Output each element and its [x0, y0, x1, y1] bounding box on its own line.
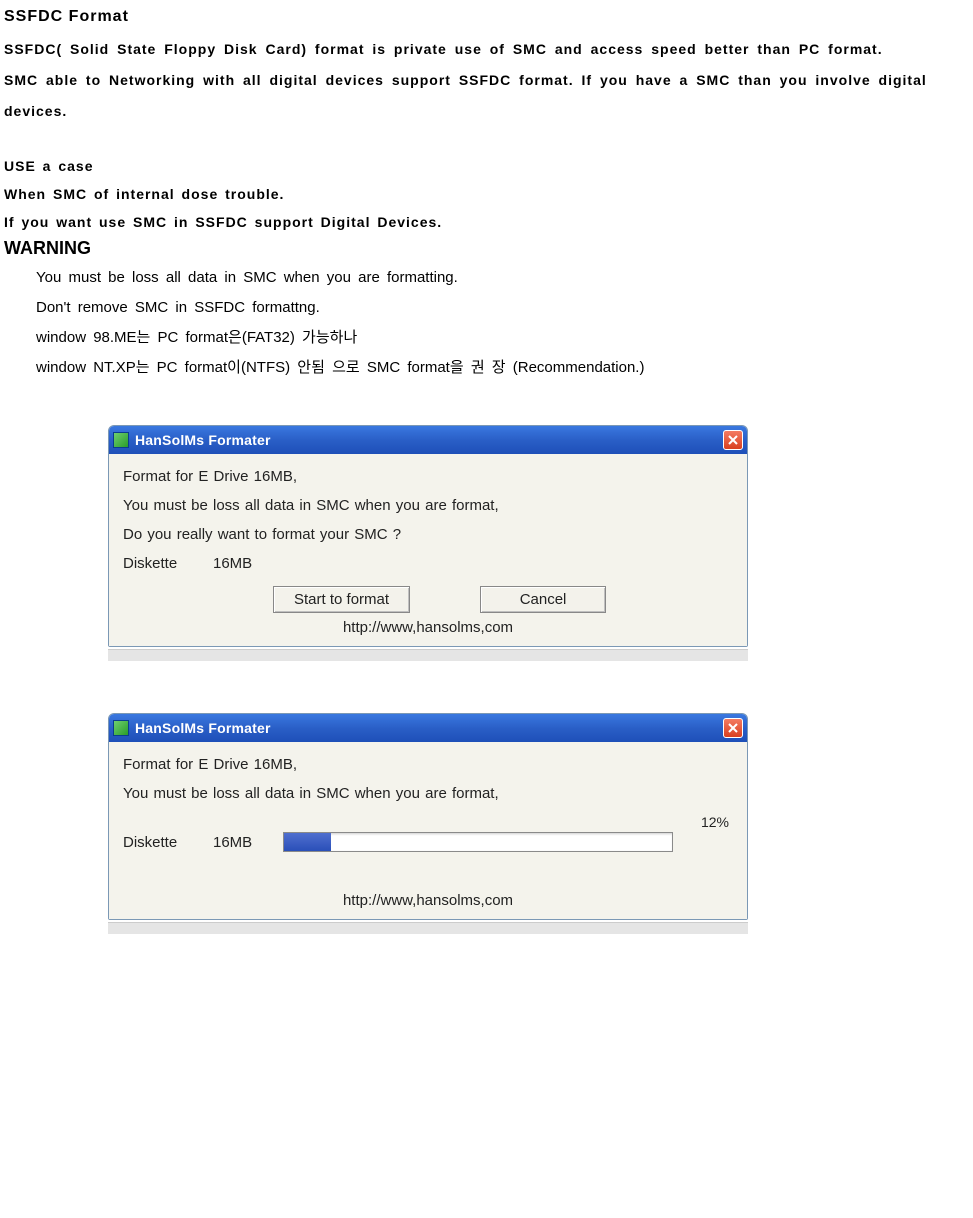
footer-strip [108, 922, 748, 934]
dialog-line-1: Format for E Drive 16MB, [123, 756, 733, 773]
dialog-line-2: You must be loss all data in SMC when yo… [123, 497, 733, 514]
dialog-line-3: Do you really want to format your SMC ? [123, 526, 733, 543]
close-button[interactable] [723, 430, 743, 450]
start-format-button[interactable]: Start to format [273, 586, 410, 613]
dialog-formater-progress-wrap: HanSolMs Formater Format for E Drive 16M… [108, 713, 969, 934]
progress-area: 12% Diskette 16MB [123, 814, 733, 852]
paragraph-ssfdc-desc-2: SMC able to Networking with all digital … [4, 65, 969, 127]
heading-use-case: USE a case [4, 152, 969, 180]
dialog-line-2: You must be loss all data in SMC when yo… [123, 785, 733, 802]
titlebar[interactable]: HanSolMs Formater [109, 714, 747, 742]
button-row: Start to format Cancel [273, 586, 733, 613]
dialog-formater-confirm: HanSolMs Formater Format for E Drive 16M… [108, 425, 748, 647]
spacer [4, 126, 969, 152]
dialog-formater-confirm-wrap: HanSolMs Formater Format for E Drive 16M… [108, 425, 969, 661]
section-ssfdc: SSFDC Format SSFDC( Solid State Floppy D… [4, 8, 969, 383]
close-icon [728, 723, 738, 733]
cancel-button[interactable]: Cancel [480, 586, 606, 613]
diskette-label: Diskette [123, 555, 213, 572]
app-icon [113, 432, 129, 448]
spacer [123, 852, 733, 886]
dialog-body: Format for E Drive 16MB, You must be los… [109, 742, 747, 919]
app-icon [113, 720, 129, 736]
warning-line-3: window 98.ME는 PC format은(FAT32) 가능하나 [36, 323, 969, 353]
warning-line-2: Don't remove SMC in SSFDC formattng. [36, 293, 969, 323]
close-button[interactable] [723, 718, 743, 738]
progress-row: Diskette 16MB [123, 832, 733, 852]
warning-line-4: window NT.XP는 PC format이(NTFS) 안됨 으로 SMC… [36, 353, 969, 383]
heading-ssfdc-format: SSFDC Format [4, 8, 969, 26]
dialog-body: Format for E Drive 16MB, You must be los… [109, 454, 747, 646]
dialog-line-1: Format for E Drive 16MB, [123, 468, 733, 485]
diskette-row: Diskette 16MB [123, 555, 733, 572]
warning-line-1: You must be loss all data in SMC when yo… [36, 263, 969, 293]
progress-percent-label: 12% [123, 814, 733, 830]
use-case-line-2: If you want use SMC in SSFDC support Dig… [4, 208, 969, 236]
use-case-line-1: When SMC of internal dose trouble. [4, 180, 969, 208]
progress-bar-track [283, 832, 673, 852]
diskette-value: 16MB [213, 555, 283, 572]
heading-warning: WARNING [4, 238, 969, 259]
url-text: http://www,hansolms,com [123, 892, 733, 909]
paragraph-ssfdc-desc-1: SSFDC( Solid State Floppy Disk Card) for… [4, 34, 969, 65]
titlebar[interactable]: HanSolMs Formater [109, 426, 747, 454]
close-icon [728, 435, 738, 445]
footer-strip [108, 649, 748, 661]
dialog-formater-progress: HanSolMs Formater Format for E Drive 16M… [108, 713, 748, 920]
url-text: http://www,hansolms,com [123, 619, 733, 636]
diskette-label: Diskette [123, 834, 213, 851]
diskette-value: 16MB [213, 834, 283, 851]
titlebar-text: HanSolMs Formater [135, 720, 271, 736]
titlebar-text: HanSolMs Formater [135, 432, 271, 448]
progress-bar-fill [284, 833, 331, 851]
warning-block: You must be loss all data in SMC when yo… [36, 263, 969, 383]
